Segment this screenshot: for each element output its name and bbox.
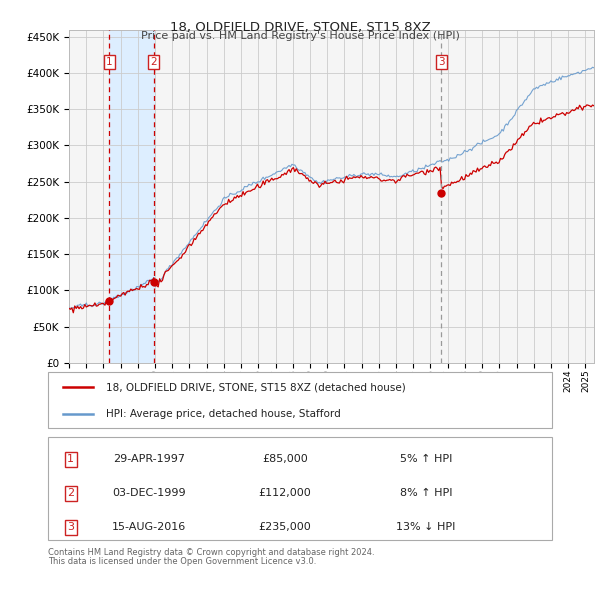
Text: 03-DEC-1999: 03-DEC-1999 xyxy=(112,489,185,499)
Text: HPI: Average price, detached house, Stafford: HPI: Average price, detached house, Staf… xyxy=(106,409,341,419)
Text: 13% ↓ HPI: 13% ↓ HPI xyxy=(397,523,455,532)
Text: 29-APR-1997: 29-APR-1997 xyxy=(113,454,185,464)
Text: £235,000: £235,000 xyxy=(259,523,311,532)
Text: 15-AUG-2016: 15-AUG-2016 xyxy=(112,523,186,532)
Text: This data is licensed under the Open Government Licence v3.0.: This data is licensed under the Open Gov… xyxy=(48,557,316,566)
Text: 2: 2 xyxy=(151,57,157,67)
FancyBboxPatch shape xyxy=(48,372,552,428)
Bar xyxy=(109,30,154,363)
FancyBboxPatch shape xyxy=(48,437,552,540)
Text: 1: 1 xyxy=(106,57,112,67)
Text: Price paid vs. HM Land Registry's House Price Index (HPI): Price paid vs. HM Land Registry's House … xyxy=(140,31,460,41)
Text: £85,000: £85,000 xyxy=(262,454,308,464)
Text: 3: 3 xyxy=(67,523,74,532)
Text: 18, OLDFIELD DRIVE, STONE, ST15 8XZ: 18, OLDFIELD DRIVE, STONE, ST15 8XZ xyxy=(170,21,430,34)
Text: 5% ↑ HPI: 5% ↑ HPI xyxy=(400,454,452,464)
Text: Contains HM Land Registry data © Crown copyright and database right 2024.: Contains HM Land Registry data © Crown c… xyxy=(48,548,374,556)
Text: 8% ↑ HPI: 8% ↑ HPI xyxy=(400,489,452,499)
Text: 18, OLDFIELD DRIVE, STONE, ST15 8XZ (detached house): 18, OLDFIELD DRIVE, STONE, ST15 8XZ (det… xyxy=(106,382,406,392)
Text: 2: 2 xyxy=(67,489,74,499)
Text: 1: 1 xyxy=(67,454,74,464)
Text: £112,000: £112,000 xyxy=(259,489,311,499)
Text: 3: 3 xyxy=(438,57,445,67)
